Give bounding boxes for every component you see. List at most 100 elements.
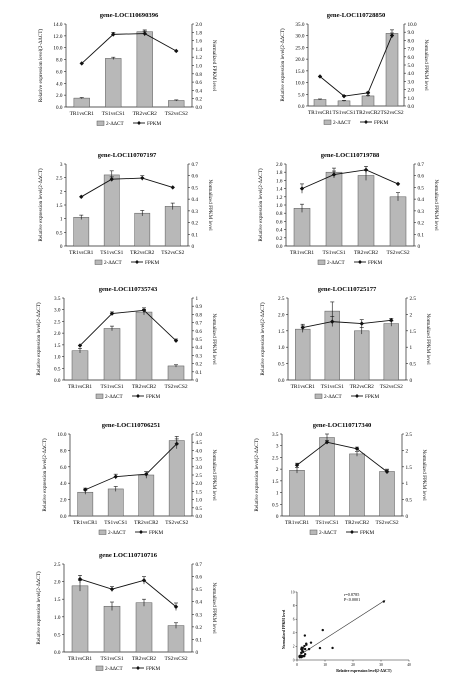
expression-bar bbox=[361, 95, 375, 107]
legend-bar-label: 2-ΔΔCT bbox=[327, 260, 345, 266]
legend-bar-label: 2-ΔΔCT bbox=[105, 666, 123, 672]
category-label: TR2vsCR2 bbox=[134, 520, 159, 526]
left-tick-label: 0.0 bbox=[54, 378, 61, 384]
left-tick-label: 1.0 bbox=[54, 355, 61, 361]
scatter-point bbox=[303, 647, 307, 651]
legend-line-marker bbox=[135, 260, 139, 264]
expression-bar bbox=[105, 58, 122, 108]
panel-title: gene LOC110710716 bbox=[99, 552, 158, 559]
right-tick-label: 0.2 bbox=[192, 221, 199, 227]
category-label: TR2vsCR2 bbox=[345, 520, 370, 526]
category-label: TS1vsCS1 bbox=[321, 384, 344, 390]
category-label: TR2vsCR2 bbox=[130, 250, 155, 256]
fpkm-point bbox=[299, 186, 305, 191]
right-tick-label: 0.5 bbox=[406, 498, 413, 504]
right-tick-label: 0.3 bbox=[196, 353, 203, 359]
right-tick-label: 0.2 bbox=[196, 625, 203, 631]
right-axis-title: Normalized FPKM level bbox=[211, 582, 217, 634]
right-tick-label: 0.1 bbox=[192, 232, 199, 238]
right-tick-label: 0.5 bbox=[410, 362, 417, 368]
left-tick-label: 10.0 bbox=[57, 432, 66, 438]
expression-panel-6: gene-LOC110725177 0.0 0.5 1.0 1.5 2.0 2.5 0 0.5 1… bbox=[259, 286, 431, 400]
panel-title: gene-LOC110735743 bbox=[99, 286, 158, 293]
fpkm-point bbox=[359, 321, 364, 326]
expression-panel-3: gene-LOC110707197 0 0.5 1 1.5 2 2.5 3 0 0.1 0.2 0.3… bbox=[37, 152, 213, 266]
left-tick-label: 3.5 bbox=[54, 296, 61, 302]
right-tick-label: 0 bbox=[196, 378, 199, 384]
expression-bar bbox=[77, 491, 94, 517]
fpkm-point bbox=[294, 462, 300, 468]
left-tick-label: 0.0 bbox=[60, 514, 67, 520]
right-tick-label: 0 bbox=[406, 514, 409, 520]
legend-line-label: FPKM bbox=[146, 394, 161, 400]
right-tick-label: 2.5 bbox=[410, 296, 417, 302]
fpkm-point bbox=[170, 185, 175, 190]
left-tick-label: 3 bbox=[276, 444, 279, 450]
left-tick-label: 1.0 bbox=[276, 203, 283, 209]
scatter-x-tick-label: 20 bbox=[351, 663, 355, 667]
category-label: TR1vsCR1 bbox=[73, 520, 98, 526]
expression-panel-9: gene LOC110710716 0.0 0.5 1.0 1.5 2.0 2.5 0 0.1 0… bbox=[35, 552, 217, 672]
right-tick-label: 0.1 bbox=[196, 370, 203, 376]
right-tick-label: 0.8 bbox=[196, 72, 203, 78]
fpkm-point bbox=[363, 167, 369, 173]
category-label: TR2vsCR2 bbox=[350, 384, 375, 390]
category-label: TR2vsCR2 bbox=[132, 384, 157, 390]
scatter-point bbox=[305, 643, 308, 646]
fpkm-point bbox=[83, 487, 88, 492]
legend-line-marker bbox=[364, 120, 368, 124]
category-label: TR2vsCR2 bbox=[354, 250, 379, 256]
expression-panel-5: gene-LOC110735743 0.0 0.5 1.0 1.5 2.0 2.5 3.0 3.… bbox=[35, 286, 217, 400]
left-tick-label: 30.0 bbox=[295, 34, 304, 40]
right-tick-label: 0 bbox=[192, 244, 195, 250]
right-tick-label: 0.7 bbox=[418, 162, 425, 168]
legend-line-marker bbox=[136, 394, 140, 398]
panel-title: gene-LOC110717340 bbox=[313, 422, 372, 429]
expression-bar bbox=[71, 585, 89, 653]
fpkm-line bbox=[81, 33, 177, 64]
right-tick-label: 2 bbox=[410, 312, 413, 318]
right-tick-label: 1.6 bbox=[196, 39, 203, 45]
scatter-point bbox=[382, 600, 385, 603]
left-tick-label: 12.0 bbox=[53, 34, 62, 40]
legend-bar-label: 2-ΔΔCT bbox=[104, 260, 122, 266]
category-label: TR1vsCR1 bbox=[291, 384, 316, 390]
expression-panel-8: gene-LOC110717340 0 0.5 1 1.5 2 2.5 3 3.5 0 0.5 1 1.… bbox=[253, 422, 427, 536]
panel-title: gene-LOC110725177 bbox=[318, 286, 377, 293]
right-tick-label: 2 bbox=[406, 448, 409, 454]
right-tick-label: 0.4 bbox=[196, 600, 203, 606]
left-tick-label: 3.5 bbox=[272, 432, 279, 438]
right-tick-label: 4.0 bbox=[196, 448, 203, 454]
expression-bar bbox=[357, 175, 375, 247]
category-label: TR1vsCR1 bbox=[68, 384, 93, 390]
left-tick-label: 2.0 bbox=[54, 331, 61, 337]
left-tick-label: 2.0 bbox=[60, 498, 67, 504]
panel-title: gene-LOC110707197 bbox=[98, 152, 157, 159]
legend-line-label: FPKM bbox=[368, 260, 383, 266]
expression-bar bbox=[103, 174, 120, 247]
right-tick-label: 9.0 bbox=[408, 30, 415, 36]
left-tick-label: 1.5 bbox=[272, 479, 279, 485]
category-label: TS2vsCS2 bbox=[161, 250, 184, 256]
scatter-point bbox=[321, 628, 324, 632]
legend-line-label: FPKM bbox=[360, 530, 375, 536]
category-label: TS1vsCS1 bbox=[100, 384, 123, 390]
legend-line-marker bbox=[358, 260, 362, 264]
right-tick-label: 0.5 bbox=[196, 337, 203, 343]
expression-panel-4: gene-LOC110719788 0.0 0.2 0.4 0.6 0.8 1.0 1.2 1.… bbox=[257, 152, 439, 266]
scatter-y-tick-label: 4 bbox=[293, 631, 295, 635]
left-tick-label: 25.0 bbox=[295, 45, 304, 51]
legend-bar-label: 2-ΔΔCT bbox=[106, 121, 124, 127]
category-label: TS1vsCS1 bbox=[322, 250, 345, 256]
right-tick-label: 4.5 bbox=[196, 440, 203, 446]
fpkm-point bbox=[389, 318, 394, 323]
right-tick-label: 2.5 bbox=[406, 432, 413, 438]
left-tick-label: 1.6 bbox=[276, 178, 283, 184]
left-tick-label: 2.0 bbox=[56, 93, 63, 99]
fpkm-point bbox=[384, 469, 390, 474]
scatter-y-axis-title: Normalized FPKM level bbox=[282, 610, 286, 649]
left-tick-label: 8.0 bbox=[56, 58, 63, 64]
right-axis-title: Normalized FPKM level bbox=[207, 179, 213, 231]
right-tick-label: 0 bbox=[410, 378, 413, 384]
right-tick-label: 0.0 bbox=[408, 104, 415, 110]
